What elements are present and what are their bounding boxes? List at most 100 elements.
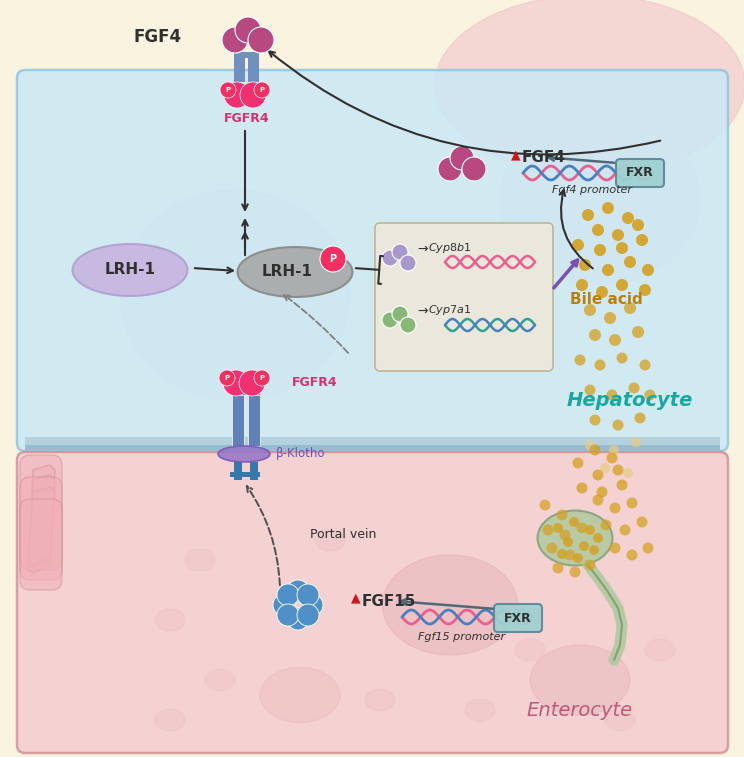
Text: LRH-1: LRH-1 bbox=[104, 263, 155, 278]
Text: P: P bbox=[260, 87, 265, 93]
Circle shape bbox=[222, 27, 248, 53]
Circle shape bbox=[594, 244, 606, 256]
Circle shape bbox=[235, 17, 261, 43]
Text: FGF4: FGF4 bbox=[522, 151, 566, 166]
Circle shape bbox=[254, 82, 270, 98]
Circle shape bbox=[572, 457, 583, 469]
Ellipse shape bbox=[365, 689, 395, 711]
Text: $\it{Cyp8b1}$: $\it{Cyp8b1}$ bbox=[428, 241, 472, 255]
FancyBboxPatch shape bbox=[616, 159, 664, 187]
Text: FGF15: FGF15 bbox=[362, 593, 417, 609]
Ellipse shape bbox=[645, 639, 675, 661]
Circle shape bbox=[553, 562, 563, 574]
Circle shape bbox=[248, 27, 274, 53]
Circle shape bbox=[606, 390, 618, 400]
Circle shape bbox=[624, 302, 636, 314]
Text: FGFR4: FGFR4 bbox=[224, 111, 270, 124]
Circle shape bbox=[589, 545, 599, 555]
Text: $\it{Cyp7a1}$: $\it{Cyp7a1}$ bbox=[428, 303, 471, 317]
Polygon shape bbox=[28, 475, 55, 568]
Circle shape bbox=[557, 549, 567, 559]
Ellipse shape bbox=[605, 709, 635, 731]
Circle shape bbox=[626, 497, 638, 509]
Circle shape bbox=[593, 533, 603, 543]
Circle shape bbox=[617, 479, 627, 491]
Ellipse shape bbox=[120, 190, 350, 400]
Circle shape bbox=[572, 239, 584, 251]
Circle shape bbox=[273, 594, 295, 616]
Circle shape bbox=[604, 312, 616, 324]
Text: Hepatocyte: Hepatocyte bbox=[567, 391, 693, 410]
Circle shape bbox=[622, 212, 634, 224]
Circle shape bbox=[462, 157, 486, 181]
Circle shape bbox=[382, 250, 398, 266]
Bar bbox=[25, 445, 720, 450]
Circle shape bbox=[596, 286, 608, 298]
Circle shape bbox=[589, 415, 600, 425]
Text: ▲: ▲ bbox=[351, 591, 361, 605]
Circle shape bbox=[623, 468, 633, 478]
Circle shape bbox=[219, 370, 235, 386]
Text: β-Klotho: β-Klotho bbox=[276, 447, 325, 460]
Text: Bile acid: Bile acid bbox=[570, 292, 642, 307]
Circle shape bbox=[320, 246, 346, 272]
Circle shape bbox=[547, 543, 557, 553]
Circle shape bbox=[640, 360, 650, 370]
Ellipse shape bbox=[500, 115, 700, 285]
Circle shape bbox=[559, 529, 571, 540]
Circle shape bbox=[612, 419, 623, 431]
Ellipse shape bbox=[260, 668, 340, 722]
Ellipse shape bbox=[465, 699, 495, 721]
Circle shape bbox=[629, 382, 640, 394]
Circle shape bbox=[609, 503, 620, 513]
Circle shape bbox=[569, 517, 579, 527]
Text: FXR: FXR bbox=[626, 167, 654, 179]
Circle shape bbox=[573, 553, 583, 563]
Circle shape bbox=[632, 326, 644, 338]
Circle shape bbox=[438, 157, 462, 181]
Circle shape bbox=[582, 209, 594, 221]
Ellipse shape bbox=[155, 709, 185, 731]
Circle shape bbox=[637, 516, 647, 528]
Circle shape bbox=[644, 390, 655, 400]
Circle shape bbox=[569, 566, 580, 578]
Circle shape bbox=[639, 284, 651, 296]
Circle shape bbox=[609, 334, 621, 346]
Circle shape bbox=[631, 437, 641, 447]
Polygon shape bbox=[28, 487, 55, 565]
Circle shape bbox=[592, 224, 604, 236]
Circle shape bbox=[642, 264, 654, 276]
Bar bbox=[232, 388, 260, 395]
Circle shape bbox=[553, 523, 563, 533]
Text: FGFR4: FGFR4 bbox=[292, 375, 338, 388]
Circle shape bbox=[382, 312, 398, 328]
Circle shape bbox=[287, 580, 309, 602]
Circle shape bbox=[585, 525, 595, 535]
FancyBboxPatch shape bbox=[17, 70, 728, 451]
Circle shape bbox=[254, 370, 270, 386]
Circle shape bbox=[616, 242, 628, 254]
Circle shape bbox=[612, 465, 623, 475]
Circle shape bbox=[617, 353, 627, 363]
Circle shape bbox=[620, 525, 630, 535]
Circle shape bbox=[400, 317, 416, 333]
Circle shape bbox=[609, 543, 620, 553]
Ellipse shape bbox=[237, 247, 353, 297]
Circle shape bbox=[577, 482, 588, 494]
Circle shape bbox=[240, 82, 266, 108]
Circle shape bbox=[592, 469, 603, 481]
Text: $\rightarrow$: $\rightarrow$ bbox=[415, 241, 429, 254]
Text: P: P bbox=[225, 375, 230, 381]
Text: P: P bbox=[330, 254, 336, 264]
Ellipse shape bbox=[155, 609, 185, 631]
Ellipse shape bbox=[515, 639, 545, 661]
Circle shape bbox=[643, 543, 653, 553]
Circle shape bbox=[277, 604, 299, 626]
Circle shape bbox=[606, 453, 618, 463]
Circle shape bbox=[576, 279, 588, 291]
Circle shape bbox=[224, 82, 250, 108]
Circle shape bbox=[220, 82, 236, 98]
Ellipse shape bbox=[315, 529, 345, 551]
Circle shape bbox=[557, 509, 568, 521]
Ellipse shape bbox=[435, 0, 744, 175]
